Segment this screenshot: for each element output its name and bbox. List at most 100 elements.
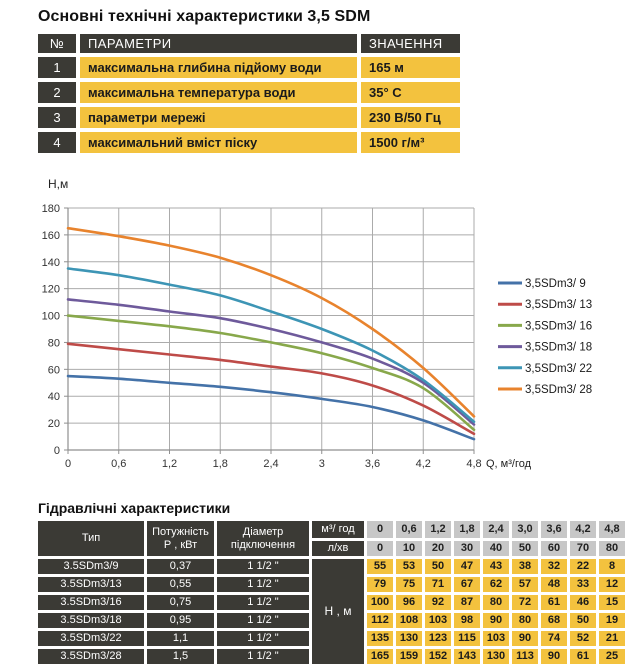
head-value-cell: 98 <box>454 613 480 628</box>
spec-row-param: максимальний вміст піску <box>80 132 357 153</box>
curve-3-5SDm3-13 <box>66 342 476 436</box>
flow-m3h-value: 3,0 <box>512 521 538 538</box>
head-value-cell: 130 <box>396 631 422 646</box>
pump-power-cell: 0,55 <box>147 577 214 592</box>
head-value-cell: 96 <box>396 595 422 610</box>
pump-curves-chart: 0 20 40 60 80 100 120 140 160 180 0 0,6 1,2 1,8 2,4 3 3,… <box>30 172 630 494</box>
pump-diameter-cell: 1 1/2 " <box>217 631 309 646</box>
head-value-cell: 115 <box>454 631 480 646</box>
curve-3-5SDm3-16 <box>66 314 476 432</box>
head-value-cell: 55 <box>367 559 393 574</box>
head-value-cell: 61 <box>541 595 567 610</box>
x-tick-label: 0,6 <box>111 458 126 470</box>
flow-m3h-value: 2,4 <box>483 521 509 538</box>
y-tick-label: 180 <box>42 203 60 215</box>
head-value-cell: 33 <box>570 577 596 592</box>
col-header-diameter-line2: підключення <box>230 538 296 551</box>
spec-row-num: 4 <box>38 132 76 153</box>
head-value-cell: 90 <box>512 631 538 646</box>
pump-power-cell: 1,5 <box>147 649 214 664</box>
head-value-cell: 47 <box>454 559 480 574</box>
spec-row-value: 35° С <box>361 82 460 103</box>
spec-title: Основні технічні характеристики 3,5 SDM <box>38 8 371 25</box>
head-value-cell: 53 <box>396 559 422 574</box>
curve-3-5SDm3-18 <box>66 298 476 426</box>
flow-m3h-value: 4,2 <box>570 521 596 538</box>
col-header-type: Тип <box>38 521 144 556</box>
pump-diameter-cell: 1 1/2 " <box>217 613 309 628</box>
y-tick-label: 40 <box>48 391 60 403</box>
flow-m3h-value: 0 <box>367 521 393 538</box>
head-value-cell: 50 <box>425 559 451 574</box>
flow-lmin-value: 0 <box>367 541 393 556</box>
pump-power-cell: 0,37 <box>147 559 214 574</box>
pump-diameter-cell: 1 1/2 " <box>217 595 309 610</box>
spec-row-param: параметри мережі <box>80 107 357 128</box>
head-value-cell: 135 <box>367 631 393 646</box>
pump-type-cell: 3.5SDm3/18 <box>38 613 144 628</box>
pump-type-cell: 3.5SDm3/16 <box>38 595 144 610</box>
legend-label: 3,5SDm3/ 18 <box>525 342 592 354</box>
head-value-cell: 100 <box>367 595 393 610</box>
curve-3-5SDm3-28 <box>66 226 476 418</box>
pump-power-cell: 0,75 <box>147 595 214 610</box>
head-value-cell: 74 <box>541 631 567 646</box>
legend-label: 3,5SDm3/ 13 <box>525 299 592 311</box>
pump-type-cell: 3.5SDm3/28 <box>38 649 144 664</box>
head-value-cell: 12 <box>599 577 625 592</box>
head-value-cell: 165 <box>367 649 393 664</box>
head-value-cell: 103 <box>483 631 509 646</box>
head-value-cell: 21 <box>599 631 625 646</box>
flow-lmin-value: 70 <box>570 541 596 556</box>
spec-section: Основні технічні характеристики 3,5 SDM … <box>38 8 462 153</box>
spec-row-value: 165 м <box>361 57 460 78</box>
hydraulic-table: Тип Потужність Р , кВт Діаметр підключення м³… <box>38 521 626 664</box>
head-unit-cell: Н , м <box>312 559 364 664</box>
head-value-cell: 32 <box>541 559 567 574</box>
pump-type-cell: 3.5SDm3/9 <box>38 559 144 574</box>
head-value-cell: 68 <box>541 613 567 628</box>
y-tick-label: 0 <box>54 445 60 457</box>
x-tick-label: 3 <box>319 458 325 470</box>
flow-lmin-value: 50 <box>512 541 538 556</box>
curve-3-5SDm3-9 <box>66 374 476 441</box>
x-tick-label: 4,2 <box>416 458 431 470</box>
y-tick-label: 60 <box>48 364 60 376</box>
head-value-cell: 62 <box>483 577 509 592</box>
head-value-cell: 112 <box>367 613 393 628</box>
y-tick-label: 20 <box>48 418 60 430</box>
head-value-cell: 50 <box>570 613 596 628</box>
spec-row-value: 1500 г/м³ <box>361 132 460 153</box>
y-tick-label: 100 <box>42 311 60 323</box>
flow-m3h-value: 4,8 <box>599 521 625 538</box>
head-value-cell: 80 <box>483 595 509 610</box>
y-axis-title: H,м <box>48 177 68 191</box>
spec-row-param: максимальна глибина підйому води <box>80 57 357 78</box>
pump-diameter-cell: 1 1/2 " <box>217 559 309 574</box>
head-value-cell: 143 <box>454 649 480 664</box>
spec-header-num: № <box>38 34 76 53</box>
spec-row-num: 3 <box>38 107 76 128</box>
head-value-cell: 52 <box>570 631 596 646</box>
curve-3-5SDm3-22 <box>66 267 476 424</box>
head-value-cell: 90 <box>541 649 567 664</box>
head-value-cell: 43 <box>483 559 509 574</box>
head-value-cell: 72 <box>512 595 538 610</box>
y-tick-label: 80 <box>48 337 60 349</box>
flow-lmin-value: 80 <box>599 541 625 556</box>
col-header-power-line2: Р , кВт <box>163 538 198 551</box>
head-value-cell: 19 <box>599 613 625 628</box>
spec-table: № ПАРАМЕТРИ ЗНАЧЕННЯ 1 максимальна глибин… <box>38 34 462 153</box>
head-value-cell: 152 <box>425 649 451 664</box>
head-value-cell: 159 <box>396 649 422 664</box>
head-value-cell: 130 <box>483 649 509 664</box>
head-value-cell: 25 <box>599 649 625 664</box>
pump-type-cell: 3.5SDm3/22 <box>38 631 144 646</box>
x-tick-label: 1,8 <box>213 458 228 470</box>
spec-header-value: ЗНАЧЕННЯ <box>361 34 460 53</box>
head-value-cell: 8 <box>599 559 625 574</box>
legend-label: 3,5SDm3/ 22 <box>525 363 592 375</box>
head-value-cell: 92 <box>425 595 451 610</box>
x-tick-label: 3,6 <box>365 458 380 470</box>
pump-chart-svg: 0 20 40 60 80 100 120 140 160 180 0 0,6 1,2 1,8 2,4 3 3,… <box>42 177 592 470</box>
